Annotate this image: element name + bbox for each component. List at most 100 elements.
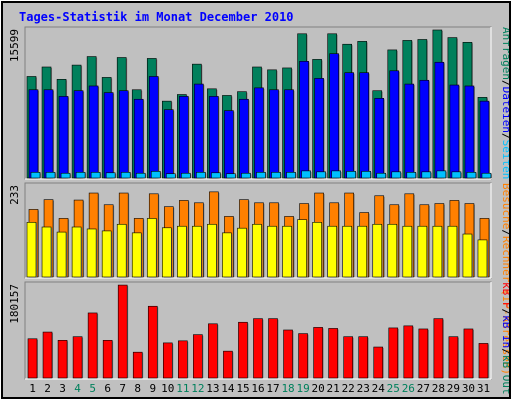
bar-kb-f-day-11: [178, 340, 188, 379]
bar-seiten-day-30: [466, 172, 477, 179]
bar-seiten-day-28: [436, 170, 447, 179]
x-tick-label-day-15: 15: [236, 382, 249, 395]
bar-dateien-day-11: [179, 96, 189, 179]
bar-kb-f-day-5: [87, 312, 98, 379]
bar-dateien-day-9: [148, 76, 159, 179]
x-tick-label-day-7: 7: [119, 382, 126, 395]
bar-dateien-day-15: [239, 98, 249, 179]
bar-rechner-ip-adressen--day-26: [402, 225, 413, 278]
bar-kb-f-day-28: [433, 318, 444, 379]
bar-rechner-ip-adressen--day-17: [267, 225, 277, 278]
bar-kb-f-day-31: [478, 343, 489, 379]
bar-kb-f-day-6: [102, 340, 113, 379]
bar-rechner-ip-adressen--day-21: [327, 225, 337, 278]
x-tick-label-day-3: 3: [59, 382, 66, 395]
bar-kb-f-day-20: [313, 327, 323, 379]
visits-sites-series-legend: Besuche /Rechner (IP-Adressen): [500, 183, 509, 375]
bar-seiten-day-1: [30, 172, 41, 179]
bar-kb-f-day-30: [463, 328, 474, 379]
bar-seiten-day-19: [301, 170, 311, 179]
bar-rechner-ip-adressen--day-15: [237, 227, 247, 278]
bar-dateien-day-17: [269, 89, 279, 179]
bar-dateien-day-28: [434, 61, 445, 179]
bar-dateien-day-6: [103, 92, 114, 179]
bar-kb-f-day-4: [72, 336, 83, 379]
bar-rechner-ip-adressen--day-16: [252, 223, 262, 278]
bar-kb-f-day-15: [238, 321, 248, 379]
bar-rechner-ip-adressen--day-4: [71, 226, 82, 278]
hits-files-pages-ymax-label: 15599: [8, 29, 21, 62]
bar-dateien-day-23: [359, 72, 370, 179]
bar-kb-f-day-27: [418, 328, 429, 379]
x-tick-label-day-24: 24: [372, 382, 386, 395]
x-tick-label-day-31: 31: [477, 382, 490, 395]
bar-kb-f-day-23: [358, 336, 369, 379]
bar-rechner-ip-adressen--day-25: [387, 223, 398, 278]
bar-dateien-day-25: [389, 70, 400, 179]
bar-seiten-day-22: [346, 171, 356, 179]
bar-dateien-day-19: [299, 61, 309, 179]
bar-dateien-day-14: [224, 110, 234, 179]
bar-dateien-day-20: [314, 78, 324, 179]
hits-files-pages-legend-part-4: Seiten: [500, 140, 509, 180]
bar-seiten-day-18: [286, 172, 296, 179]
x-tick-label-day-16: 16: [251, 382, 264, 395]
kbytes-legend-part-2: kB In: [500, 315, 509, 348]
bar-seiten-day-24: [376, 172, 387, 179]
x-tick-label-day-21: 21: [327, 382, 340, 395]
bar-rechner-ip-adressen--day-31: [477, 239, 488, 278]
bar-rechner-ip-adressen--day-11: [177, 225, 187, 278]
bar-kb-f-day-3: [57, 340, 68, 379]
bar-dateien-day-29: [449, 84, 460, 179]
bar-kb-f-day-24: [373, 346, 384, 379]
visits-sites-legend-part-0: Besuche: [500, 183, 509, 229]
x-tick-label-day-11: 11: [176, 382, 189, 395]
bar-rechner-ip-adressen--day-12: [192, 225, 202, 278]
bar-dateien-day-26: [404, 83, 415, 179]
bar-rechner-ip-adressen--day-14: [222, 232, 232, 278]
bar-rechner-ip-adressen--day-24: [372, 223, 383, 278]
bar-kb-f-day-25: [388, 327, 399, 379]
bar-kb-f-day-17: [268, 318, 278, 379]
x-tick-label-day-25: 25: [387, 382, 400, 395]
bar-kb-f-day-19: [298, 333, 308, 379]
bar-seiten-day-5: [90, 172, 101, 179]
bar-seiten-day-8: [135, 172, 146, 179]
bar-kb-f-day-12: [193, 334, 203, 379]
bar-dateien-day-5: [88, 85, 99, 179]
visits-sites-legend-part-2: Rechner (IP-Adressen): [500, 236, 509, 375]
x-tick-label-day-23: 23: [357, 382, 370, 395]
hits-files-pages-legend-part-2: Dateien: [500, 87, 509, 133]
bar-dateien-day-7: [118, 90, 129, 179]
hits-files-pages-legend-part-1: /: [500, 80, 509, 87]
bar-seiten-day-21: [331, 170, 341, 179]
bar-dateien-day-4: [73, 90, 84, 179]
bar-seiten-day-16: [256, 172, 266, 179]
x-tick-label-day-10: 10: [161, 382, 174, 395]
daily-statistics-chart: 15599Anfragen/Dateien/Seiten233Besuche/R…: [8, 26, 509, 395]
bar-seiten-day-2: [45, 172, 56, 179]
bar-kb-f-day-14: [223, 350, 233, 379]
x-tick-label-day-30: 30: [462, 382, 475, 395]
bar-kb-f-day-16: [253, 318, 263, 379]
bar-dateien-day-21: [329, 53, 339, 179]
bar-rechner-ip-adressen--day-3: [56, 231, 67, 278]
bar-dateien-day-22: [344, 72, 354, 179]
x-tick-label-day-14: 14: [221, 382, 235, 395]
kbytes-legend-part-0: kB F: [500, 282, 509, 309]
x-tick-label-day-28: 28: [432, 382, 445, 395]
bar-kb-f-day-22: [343, 336, 353, 379]
x-tick-label-day-19: 19: [296, 382, 309, 395]
bar-seiten-day-12: [196, 172, 206, 179]
bar-seiten-day-15: [241, 172, 251, 179]
kbytes-legend-part-1: /: [500, 309, 509, 316]
bar-rechner-ip-adressen--day-19: [297, 219, 307, 278]
bar-dateien-day-16: [254, 87, 264, 179]
bar-rechner-ip-adressen--day-7: [116, 223, 127, 278]
bar-rechner-ip-adressen--day-2: [41, 226, 52, 278]
x-tick-label-day-9: 9: [149, 382, 156, 395]
bar-seiten-day-13: [211, 172, 221, 179]
bar-kb-f-day-2: [42, 331, 53, 379]
bar-dateien-day-3: [58, 96, 69, 179]
